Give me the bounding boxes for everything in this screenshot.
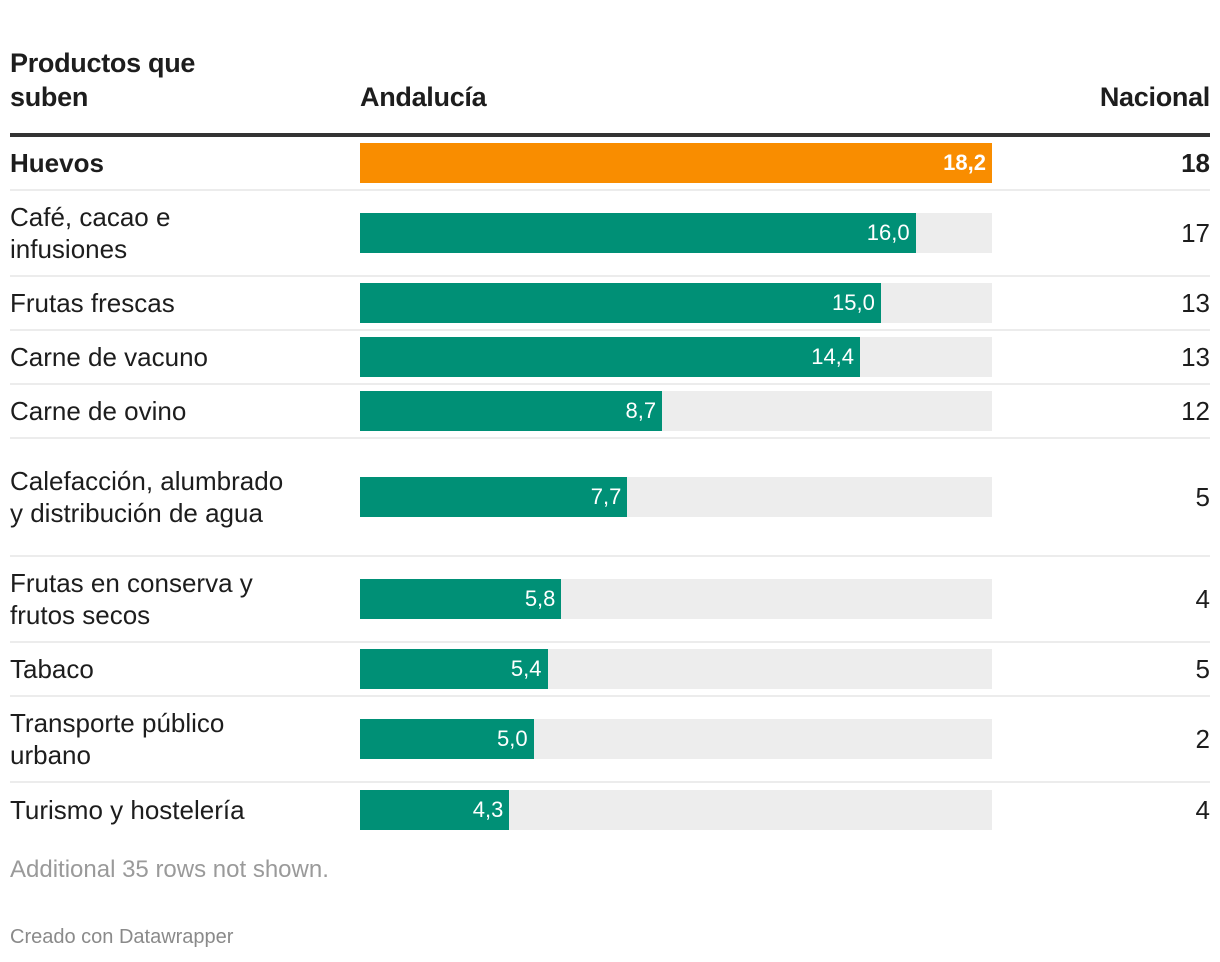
bar-track: 15,0 — [360, 283, 992, 323]
header-products: Productos que suben — [10, 48, 196, 112]
andalucia-bar: 7,7 — [360, 477, 628, 517]
andalucia-bar: 16,0 — [360, 213, 916, 253]
table-row: Frutas frescas 15,0 13 — [10, 277, 1210, 331]
andalucia-value: 8,7 — [625, 398, 657, 423]
andalucia-value: 15,0 — [832, 290, 875, 315]
table-row: Huevos 18,2 18 — [10, 137, 1210, 191]
table-body: Huevos 18,2 18 Café, cacao e infusiones 16,0… — [10, 137, 1210, 837]
product-label: Calefacción, alumbrado y distribución de… — [10, 466, 284, 528]
andalucia-value: 5,4 — [510, 656, 542, 681]
table-row: Tabaco 5,4 5 — [10, 643, 1210, 697]
product-label: Huevos — [10, 148, 104, 178]
product-label: Café, cacao e infusiones — [10, 202, 171, 264]
andalucia-value: 16,0 — [866, 220, 910, 245]
bar-track: 5,0 — [360, 719, 992, 759]
bar-track: 5,8 — [360, 579, 992, 619]
andalucia-bar: 15,0 — [360, 283, 881, 323]
header-andalucia: Andalucía — [360, 82, 487, 112]
andalucia-bar: 5,4 — [360, 649, 548, 689]
andalucia-value: 4,3 — [472, 797, 504, 822]
andalucia-bar: 5,8 — [360, 579, 562, 619]
bar-track: 7,7 — [360, 477, 992, 517]
rows-hidden-note: Additional 35 rows not shown. — [10, 856, 329, 883]
table-row: Transporte público urbano 5,0 2 — [10, 697, 1210, 783]
table-row: Calefacción, alumbrado y distribución de… — [10, 439, 1210, 557]
table-header: Productos que suben Andalucía Nacional — [10, 46, 1210, 132]
nacional-value: 5 — [1195, 654, 1210, 684]
table-row: Frutas en conserva y frutos secos 5,8 4 — [10, 557, 1210, 643]
andalucia-value: 7,7 — [590, 484, 622, 509]
nacional-value: 18 — [1181, 148, 1210, 178]
andalucia-bar: 8,7 — [360, 391, 663, 431]
andalucia-value: 5,8 — [524, 586, 556, 611]
andalucia-bar: 4,3 — [360, 790, 510, 830]
product-label: Frutas en conserva y frutos secos — [10, 568, 253, 630]
nacional-value: 4 — [1195, 584, 1210, 614]
andalucia-bar: 18,2 — [360, 143, 992, 183]
bar-track: 18,2 — [360, 143, 992, 183]
bar-track: 14,4 — [360, 337, 992, 377]
andalucia-bar: 14,4 — [360, 337, 861, 377]
table-row: Carne de vacuno 14,4 13 — [10, 331, 1210, 385]
table-row: Carne de ovino 8,7 12 — [10, 385, 1210, 439]
nacional-value: 13 — [1181, 342, 1210, 372]
bar-track: 8,7 — [360, 391, 992, 431]
header-divider — [10, 133, 1210, 137]
andalucia-value: 5,0 — [497, 726, 528, 751]
andalucia-value: 18,2 — [943, 150, 986, 175]
product-label: Transporte público urbano — [10, 708, 225, 770]
bar-track: 5,4 — [360, 649, 992, 689]
header-nacional: Nacional — [1099, 82, 1210, 112]
bar-track: 4,3 — [360, 790, 992, 830]
nacional-value: 4 — [1195, 795, 1210, 825]
nacional-value: 12 — [1181, 396, 1210, 426]
product-label: Tabaco — [10, 654, 94, 684]
table-row: Café, cacao e infusiones 16,0 17 — [10, 191, 1210, 277]
andalucia-value: 14,4 — [811, 344, 855, 369]
product-label: Carne de vacuno — [10, 342, 209, 372]
product-label: Turismo y hostelería — [10, 795, 245, 825]
product-label: Frutas frescas — [10, 288, 175, 318]
datawrapper-credit: Creado con Datawrapper — [10, 926, 234, 948]
nacional-value: 2 — [1195, 724, 1210, 754]
product-label: Carne de ovino — [10, 396, 187, 426]
nacional-value: 17 — [1181, 218, 1210, 248]
bar-track: 16,0 — [360, 213, 992, 253]
andalucia-bar: 5,0 — [360, 719, 534, 759]
nacional-value: 5 — [1195, 482, 1210, 512]
nacional-value: 13 — [1181, 288, 1210, 318]
table-row: Turismo y hostelería 4,3 4 — [10, 783, 1210, 837]
